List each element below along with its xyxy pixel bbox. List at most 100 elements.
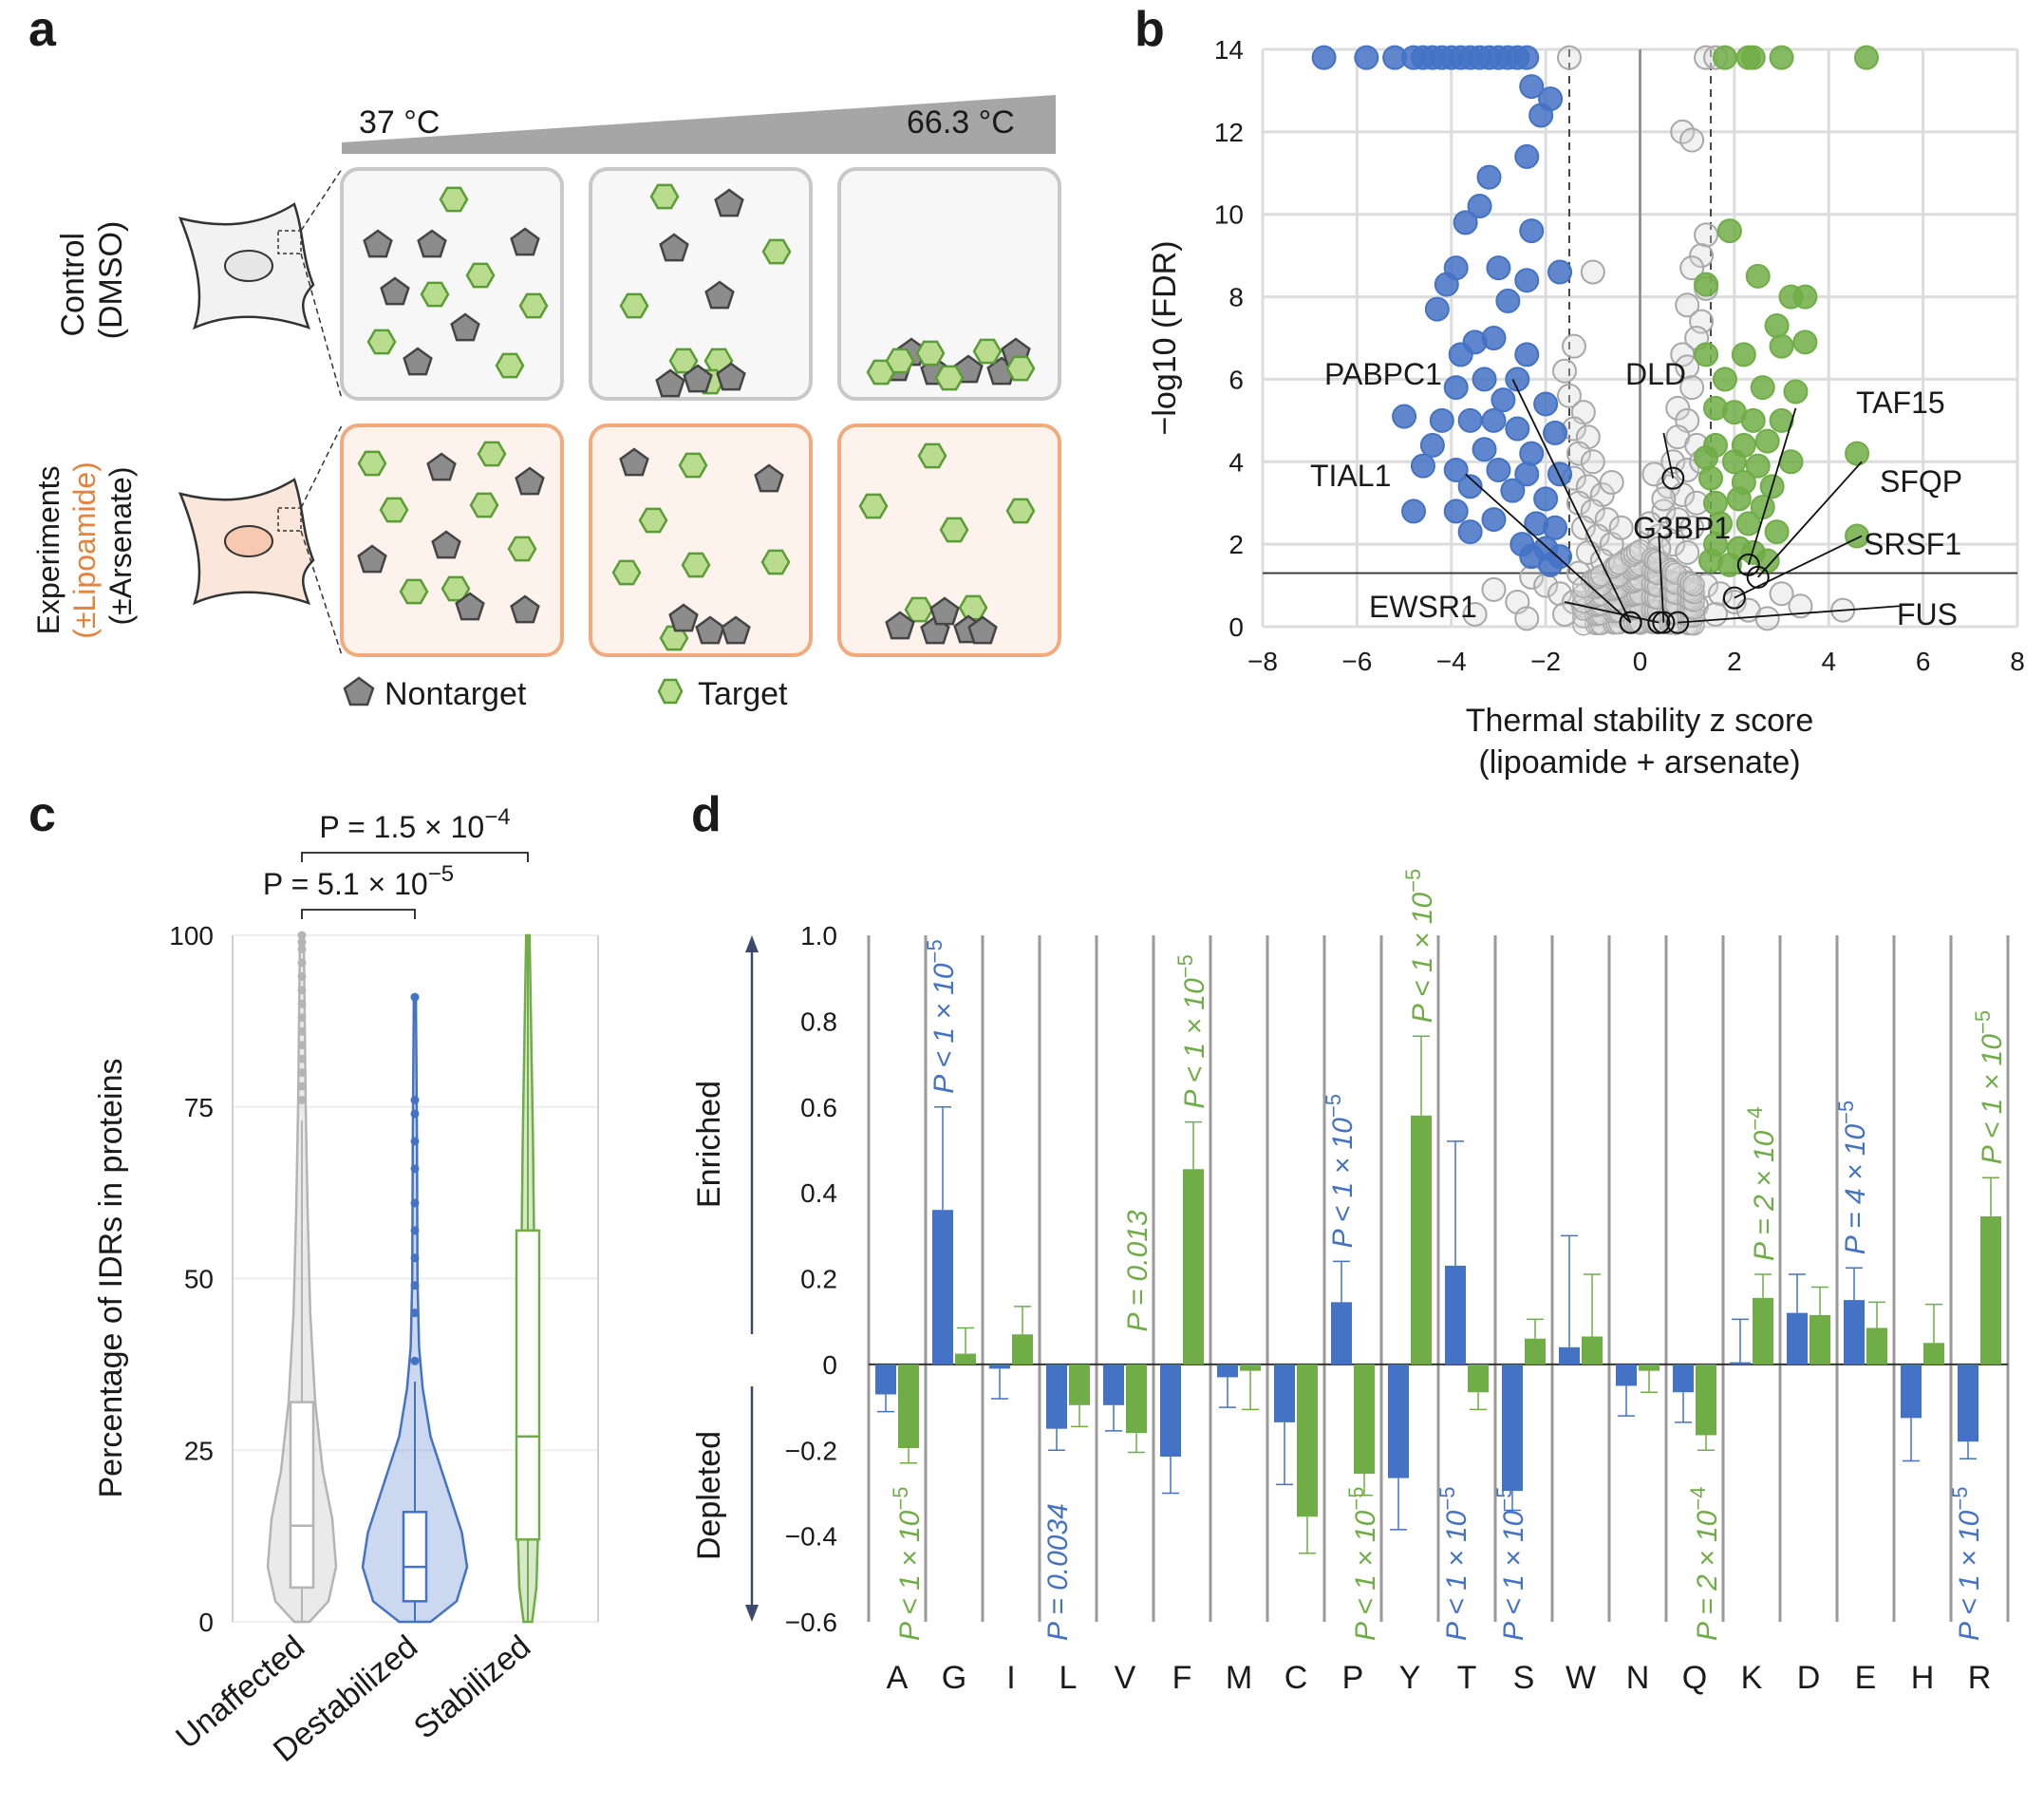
scatter-point-unaffected bbox=[1670, 119, 1696, 144]
nontarget-glyph bbox=[695, 615, 725, 645]
x-tick-label: −4 bbox=[1436, 647, 1467, 676]
scatter-point-unaffected bbox=[1580, 259, 1605, 285]
gene-label: TAF15 bbox=[1856, 386, 1945, 420]
amino-acid-label: N bbox=[1626, 1660, 1650, 1696]
target-glyph bbox=[619, 292, 649, 319]
target-glyph bbox=[885, 348, 915, 374]
p-value-exponent: −5 bbox=[889, 1487, 912, 1511]
gene-label: PABPC1 bbox=[1324, 357, 1442, 391]
scatter-point-destabilized bbox=[1472, 437, 1497, 462]
panel-label-b: b bbox=[1135, 2, 1165, 57]
outlier-point bbox=[410, 1308, 420, 1318]
amino-acid-label: G bbox=[942, 1660, 966, 1696]
gene-label-marker bbox=[1619, 611, 1642, 634]
p-value-label: P = 2 × 10−4 bbox=[1686, 1487, 1723, 1641]
gene-label-leader bbox=[1465, 473, 1632, 624]
nontarget-glyph bbox=[450, 312, 480, 342]
panel-label-a: a bbox=[28, 2, 57, 57]
target-glyph bbox=[357, 450, 387, 477]
p-value-text: P < 1 × 10 bbox=[1498, 1510, 1529, 1641]
outlier-point bbox=[410, 992, 420, 1002]
bar-green bbox=[1866, 1327, 1887, 1365]
scatter-point-destabilized bbox=[1354, 45, 1379, 70]
p-value-exponent: −5 bbox=[1435, 1487, 1459, 1511]
p-value-text: P = 2 × 10 bbox=[1692, 1510, 1723, 1641]
target-glyph bbox=[439, 186, 469, 213]
bar-green bbox=[1069, 1364, 1090, 1405]
p-value-exponent: −5 bbox=[1492, 1487, 1516, 1511]
nontarget-glyph bbox=[619, 447, 649, 477]
temp-low-label: 37 °C bbox=[359, 104, 440, 141]
nontarget-glyph bbox=[363, 229, 393, 258]
outlier-point bbox=[297, 1013, 307, 1023]
scatter-point-unaffected bbox=[1675, 457, 1700, 482]
scatter-point-destabilized bbox=[1528, 103, 1554, 128]
target-glyph bbox=[399, 578, 429, 605]
legend-target-label: Target bbox=[698, 676, 788, 712]
scatter-point-destabilized bbox=[1519, 218, 1545, 244]
scatter-point-unaffected bbox=[1679, 375, 1705, 401]
p-value-exponent: −5 bbox=[1834, 1101, 1858, 1124]
enriched-label: Enriched bbox=[691, 1081, 727, 1208]
outlier-point bbox=[297, 1054, 307, 1063]
legend-nontarget-label: Nontarget bbox=[384, 676, 527, 712]
scatter-point-destabilized bbox=[1429, 407, 1454, 433]
bar-green bbox=[1582, 1336, 1603, 1365]
y-tick-label: 0 bbox=[1228, 612, 1244, 642]
y-tick-label: 14 bbox=[1214, 35, 1244, 65]
significance-bracket bbox=[301, 852, 529, 862]
scatter-point-unaffected bbox=[1682, 574, 1705, 597]
bar-blue bbox=[932, 1210, 953, 1365]
target-glyph bbox=[760, 549, 791, 575]
x-axis-title-line1: Thermal stability z score bbox=[1466, 703, 1814, 739]
panel-d-bar-chart: −0.6 −0.4 −0.2 0 0.2 0.4 0.6 0.8 1.0 A G I L V F M C P Y T S… bbox=[691, 869, 2010, 1696]
amino-acid-label: L bbox=[1060, 1660, 1078, 1696]
scatter-point-destabilized bbox=[1410, 453, 1435, 479]
p-value-label: P < 1 × 10−5 bbox=[1948, 1487, 1985, 1641]
scatter-point-destabilized bbox=[1500, 478, 1526, 503]
y-tick-label: 8 bbox=[1228, 283, 1244, 312]
bar-green bbox=[1183, 1169, 1204, 1365]
nontarget-glyph bbox=[668, 603, 699, 632]
scatter-point-destabilized bbox=[1505, 416, 1530, 442]
outlier-point bbox=[297, 971, 307, 981]
scatter-point-destabilized bbox=[1419, 432, 1445, 458]
bar-green bbox=[1525, 1338, 1546, 1365]
amino-acid-label: C bbox=[1285, 1660, 1308, 1696]
gene-label: SFQP bbox=[1880, 464, 1962, 499]
p-value-exponent: −5 bbox=[1401, 869, 1425, 893]
nontarget-glyph bbox=[417, 229, 447, 258]
scatter-point-stabilized bbox=[1694, 272, 1719, 297]
scatter-point-destabilized bbox=[1533, 391, 1559, 417]
amino-acid-label: Y bbox=[1399, 1660, 1421, 1696]
depleted-label: Depleted bbox=[691, 1431, 727, 1560]
scatter-point-stabilized bbox=[1726, 486, 1752, 512]
scatter-point-stabilized bbox=[1740, 45, 1766, 70]
bar-blue bbox=[1559, 1346, 1580, 1365]
scatter-point-destabilized bbox=[1519, 74, 1545, 100]
scatter-point-stabilized bbox=[1716, 218, 1742, 244]
row-label-exp-line3: (±Arsenate) bbox=[103, 467, 138, 626]
p-value-text: P < 1 × 10 bbox=[894, 1510, 926, 1641]
outlier-point bbox=[410, 1137, 420, 1146]
scatter-point-unaffected bbox=[1703, 601, 1728, 627]
p-value-exponent: −4 bbox=[1686, 1487, 1710, 1511]
category-label: Stabilized bbox=[407, 1628, 537, 1746]
scatter-point-destabilized bbox=[1443, 375, 1469, 401]
p-value-label: P < 1 × 10−5 bbox=[889, 1487, 926, 1641]
nontarget-glyph bbox=[704, 280, 735, 310]
panel-a-schematic: 37 °C 66.3 °C Control (DMSO) Experiments… bbox=[31, 95, 1061, 712]
scatter-point-unaffected bbox=[1707, 581, 1733, 607]
scatter-point-stabilized bbox=[1769, 407, 1794, 433]
scatter-point-unaffected bbox=[1694, 222, 1719, 248]
p-value-label: P = 0.0034 bbox=[1042, 1503, 1074, 1641]
scatter-point-stabilized bbox=[1694, 342, 1719, 367]
bar-blue bbox=[1958, 1364, 1978, 1442]
scatter-point-stabilized bbox=[1845, 441, 1870, 466]
gene-label-leader bbox=[1757, 461, 1863, 578]
nontarget-glyph bbox=[659, 233, 689, 262]
bar-blue bbox=[875, 1364, 896, 1395]
scatter-point-unaffected bbox=[1675, 292, 1700, 318]
bar-green bbox=[1411, 1115, 1432, 1365]
